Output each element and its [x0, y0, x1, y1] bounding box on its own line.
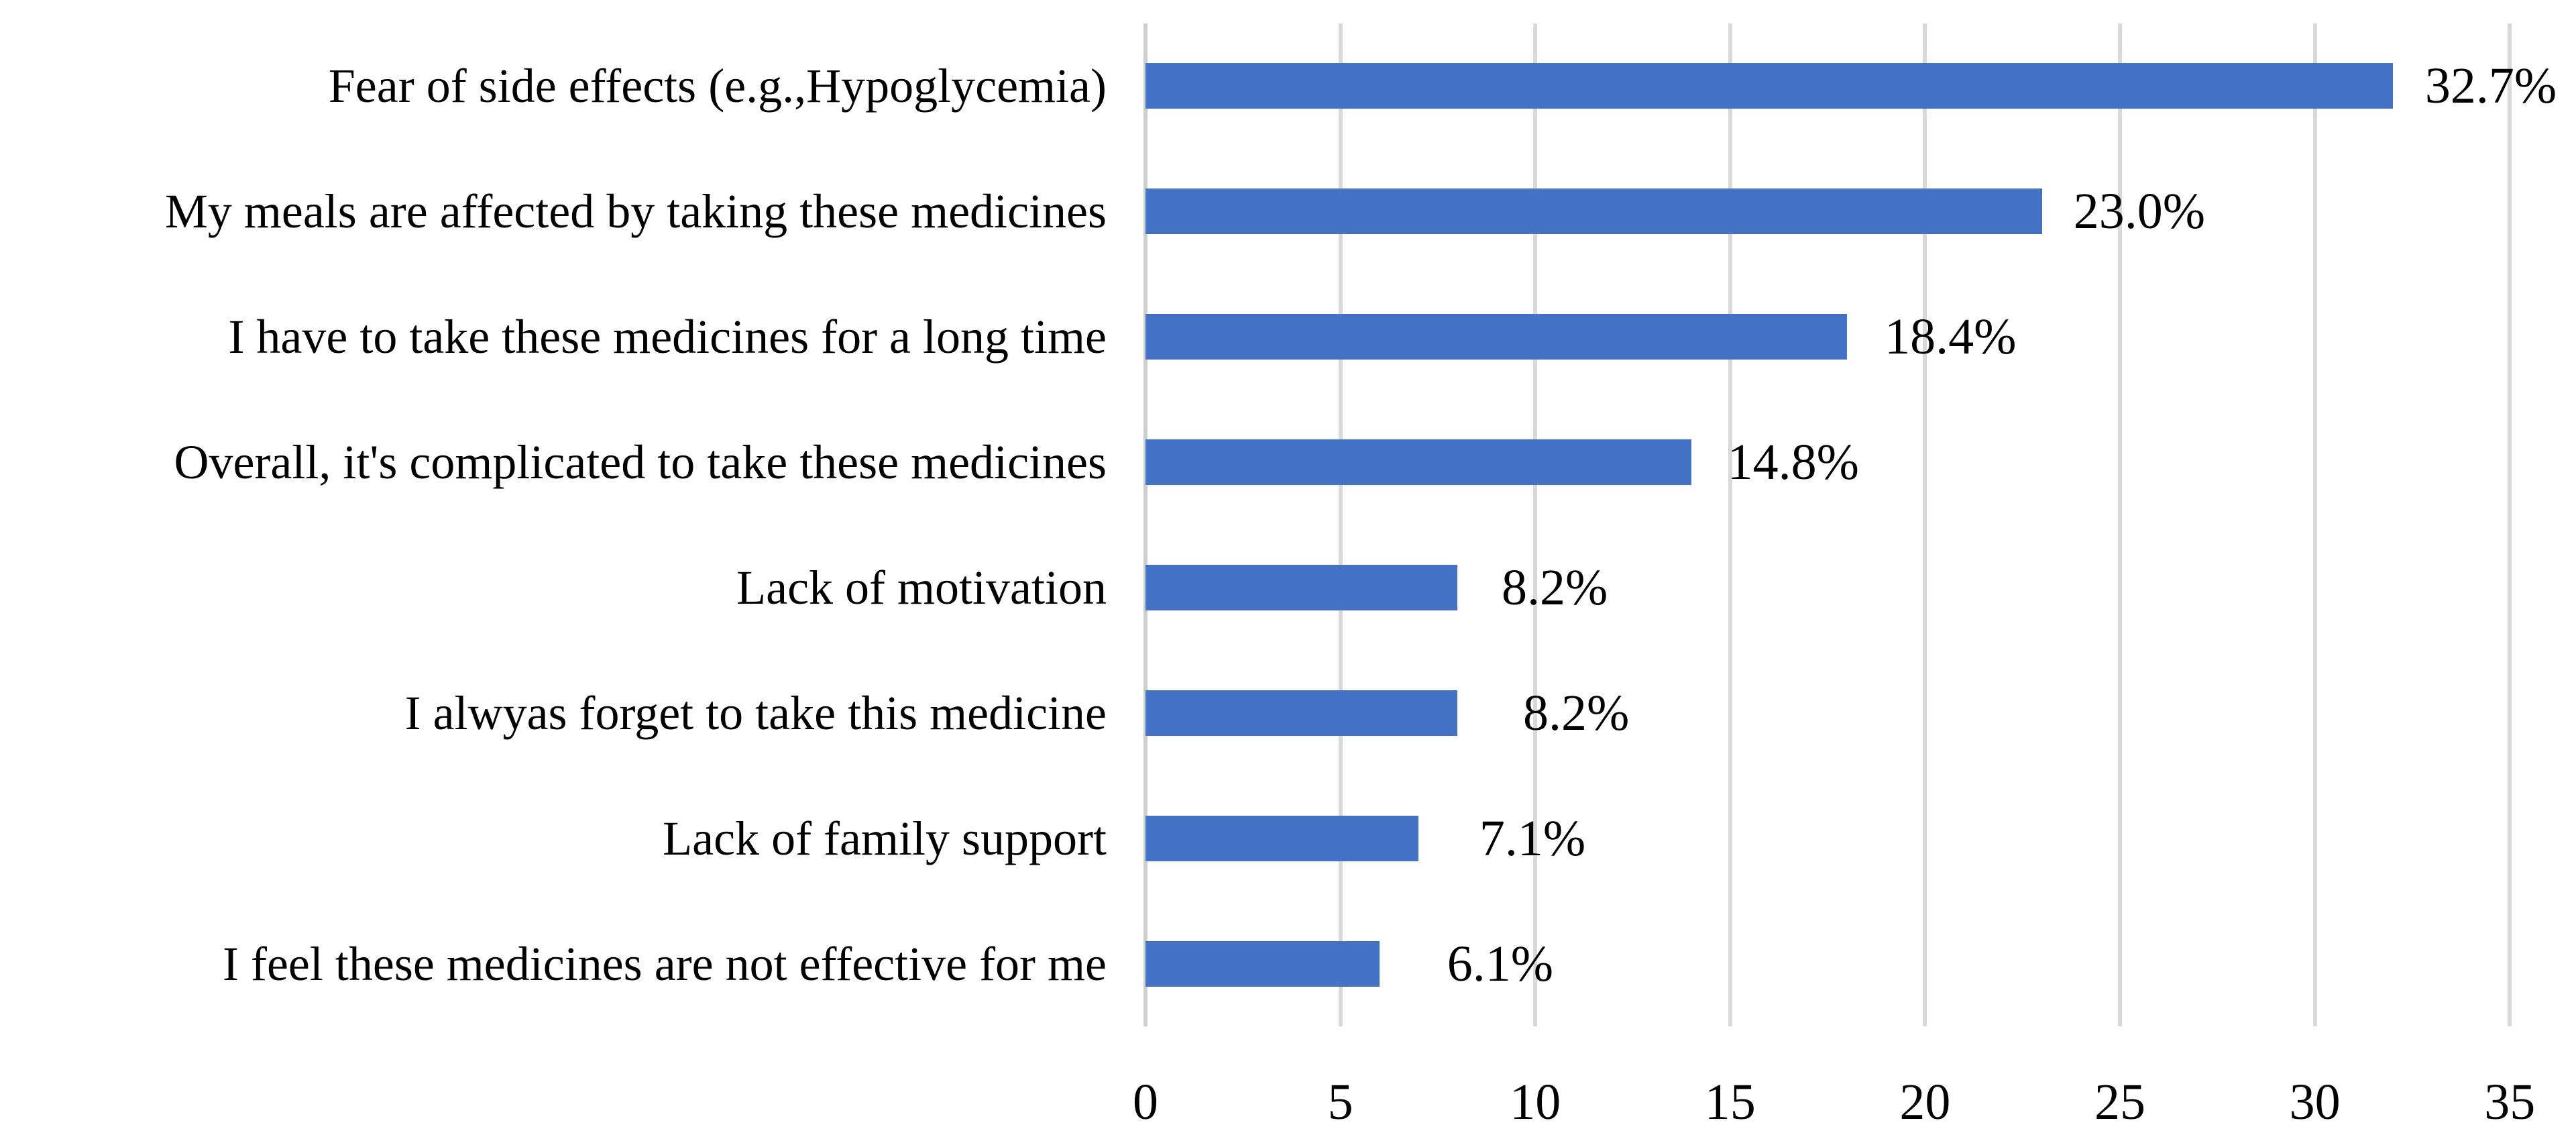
value-label: 14.8% [1727, 434, 1859, 491]
category-label: Overall, it's complicated to take these … [174, 435, 1107, 490]
bar [1145, 564, 1457, 610]
value-label: 23.0% [2073, 183, 2206, 240]
x-axis-tick-label: 20 [1899, 1074, 1951, 1130]
gridline [1728, 23, 1732, 1026]
gridline [1923, 23, 1927, 1026]
gridline [1533, 23, 1538, 1026]
bar [1145, 690, 1457, 736]
gridline [1338, 23, 1343, 1026]
category-label: Lack of motivation [736, 560, 1107, 614]
x-axis-tick-label: 30 [2289, 1074, 2341, 1130]
gridline [2508, 23, 2512, 1026]
bar [1145, 314, 1848, 360]
category-label: I have to take these medicines for a lon… [228, 310, 1107, 364]
value-label: 8.2% [1522, 684, 1630, 741]
bar [1145, 439, 1691, 486]
x-axis-tick-label: 10 [1510, 1074, 1561, 1130]
category-label: Fear of side effects (e.g.,Hypoglycemia) [328, 59, 1107, 113]
category-label: I feel these medicines are not effective… [222, 936, 1107, 991]
category-label: I alwyas forget to take this medicine [404, 686, 1107, 740]
gridline [2118, 23, 2122, 1026]
x-axis-tick-label: 25 [2094, 1074, 2145, 1130]
value-label: 7.1% [1479, 810, 1586, 867]
bar [1145, 188, 2042, 235]
bar [1145, 940, 1380, 987]
value-label: 6.1% [1447, 935, 1554, 992]
x-axis-tick-label: 5 [1327, 1074, 1353, 1130]
bar [1145, 815, 1418, 861]
gridline [2312, 23, 2317, 1026]
value-label: 8.2% [1501, 559, 1608, 616]
value-label: 32.7% [2424, 58, 2557, 115]
x-axis-tick-label: 15 [1704, 1074, 1756, 1130]
x-axis-tick-label: 0 [1133, 1074, 1158, 1130]
bar [1145, 63, 2393, 109]
y-axis-line [1143, 23, 1147, 1026]
category-label: Lack of family support [663, 811, 1107, 865]
value-label: 18.4% [1885, 309, 2017, 366]
category-label: My meals are affected by taking these me… [164, 184, 1107, 239]
x-axis-tick-label: 35 [2484, 1074, 2536, 1130]
